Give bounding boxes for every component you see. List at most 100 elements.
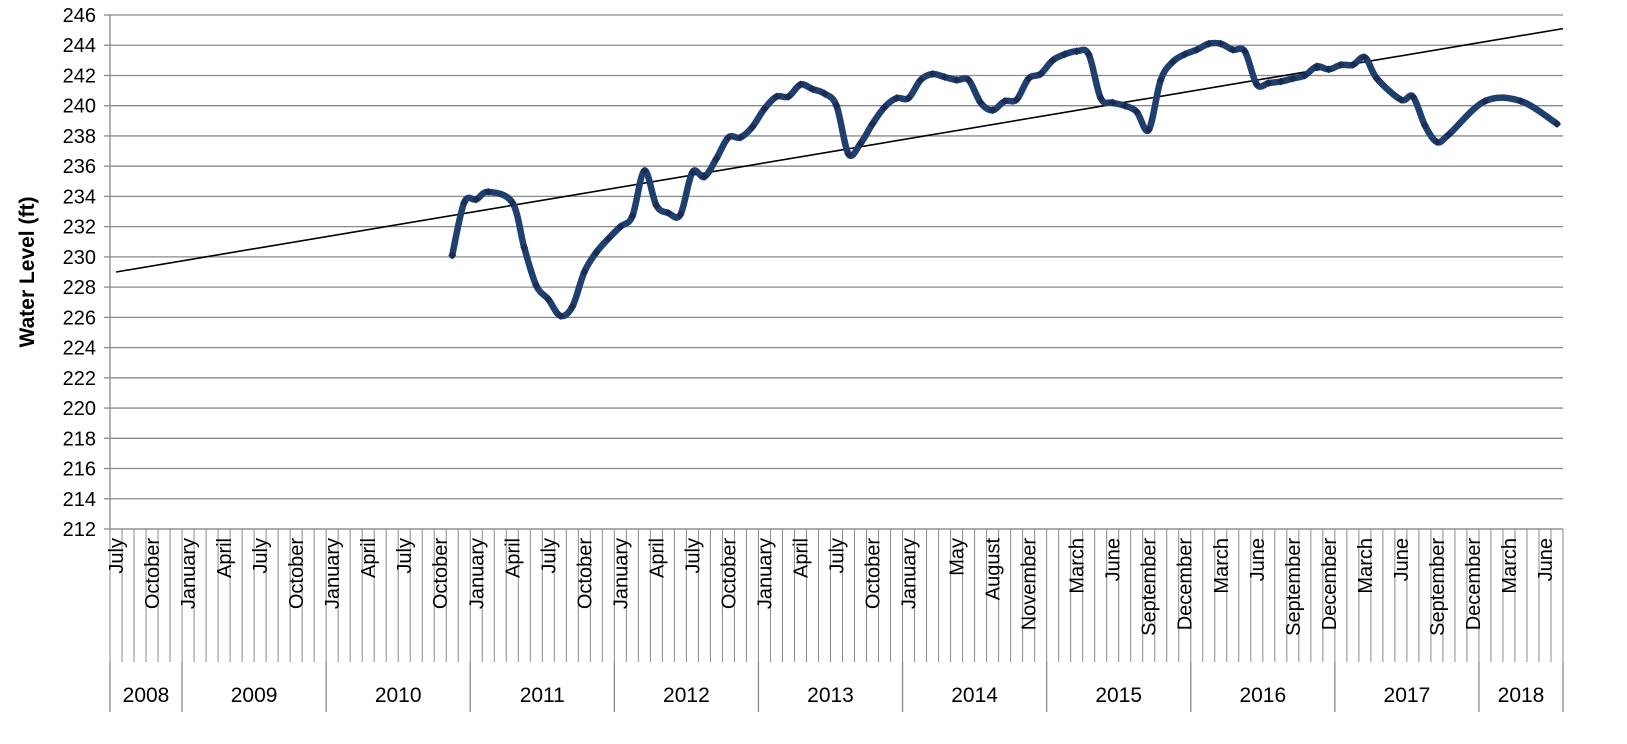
y-tick-label: 222 (63, 368, 96, 390)
x-month-label: July (827, 538, 849, 574)
data-point-marker (580, 268, 589, 276)
data-point-marker (1228, 45, 1237, 54)
x-month-label: October (863, 538, 885, 609)
data-point-marker (676, 210, 685, 219)
x-month-label: May (947, 538, 969, 576)
data-point-marker (1324, 65, 1333, 74)
data-point-marker (1396, 95, 1405, 104)
y-tick-label: 232 (63, 217, 96, 239)
y-tick-label: 234 (63, 186, 96, 208)
data-point-marker (796, 80, 805, 89)
data-point-marker (664, 209, 673, 218)
data-point-marker (1288, 74, 1297, 83)
data-point-marker (940, 72, 949, 81)
data-point-marker (916, 76, 925, 85)
data-point-marker (472, 195, 481, 204)
data-point-marker (1000, 97, 1009, 106)
x-month-label: July (538, 538, 560, 574)
data-point-marker (736, 133, 745, 142)
y-axis: 212 214 216 218 220 222 224 226 228 230 232 234 236 2… (63, 5, 111, 541)
data-point-marker (460, 198, 469, 207)
x-month-label: June (1535, 538, 1557, 581)
y-tick-label: 216 (63, 459, 96, 481)
y-tick-label: 244 (63, 35, 96, 57)
data-point-marker (1048, 56, 1057, 65)
data-point-marker (1348, 60, 1357, 69)
data-point-marker (1120, 101, 1129, 110)
data-point-marker (832, 101, 841, 110)
x-year-label: 2018 (1498, 684, 1545, 707)
x-axis: July October January April July October Januar… (106, 528, 1564, 712)
data-point-marker (1360, 53, 1369, 62)
x-month-label: April (502, 538, 524, 578)
data-point-marker (724, 133, 733, 142)
x-month-label: September (1139, 538, 1161, 636)
y-tick-label: 218 (63, 428, 96, 450)
data-point-marker (1192, 45, 1201, 54)
data-point-marker (1420, 121, 1429, 130)
data-point-marker (1072, 47, 1081, 56)
x-month-label: March (1499, 538, 1521, 594)
x-month-label: January (466, 538, 488, 609)
x-month-label: April (214, 538, 236, 578)
x-month-label: December (1175, 538, 1197, 631)
x-month-label: October (142, 538, 164, 609)
x-month-label: August (983, 538, 1005, 601)
y-tick-label: 224 (63, 338, 96, 360)
y-tick-label: 212 (63, 519, 96, 541)
x-month-label: September (1427, 538, 1449, 636)
x-month-label: April (646, 538, 668, 578)
data-point-marker (628, 212, 637, 221)
x-year-label: 2014 (951, 684, 998, 707)
data-point-marker (1432, 137, 1441, 146)
data-point-marker (772, 92, 781, 101)
data-point-marker (1180, 50, 1189, 59)
data-point-marker (568, 302, 577, 311)
x-month-label: October (286, 538, 308, 609)
data-point-marker (880, 103, 889, 112)
x-month-label: July (250, 538, 272, 574)
data-point-marker (1168, 57, 1177, 66)
data-point-marker (556, 311, 565, 320)
x-month-label: November (1019, 538, 1041, 631)
data-point-marker (604, 234, 613, 243)
data-point-marker (1372, 74, 1381, 83)
data-point-marker (1036, 69, 1045, 78)
series-line (448, 39, 1561, 320)
data-point-marker (1084, 50, 1093, 59)
data-point-marker (1024, 74, 1033, 83)
data-point-marker (904, 94, 913, 103)
data-point-marker (1156, 76, 1165, 85)
x-month-label: March (1067, 538, 1089, 594)
data-point-marker (928, 69, 937, 78)
y-tick-label: 242 (63, 65, 96, 87)
data-point-marker (748, 122, 757, 131)
x-year-label: 2013 (807, 684, 854, 707)
x-month-label: June (1391, 538, 1413, 581)
x-year-label: 2008 (123, 684, 170, 707)
data-point-marker (1336, 60, 1345, 69)
data-point-marker (988, 106, 997, 115)
data-point-marker (1552, 119, 1561, 128)
data-point-marker (1096, 94, 1105, 103)
data-point-marker (1216, 39, 1225, 48)
data-point-marker (652, 201, 661, 210)
data-point-marker (712, 154, 721, 163)
data-point-marker (964, 76, 973, 85)
data-point-marker (952, 76, 961, 85)
data-point-marker (868, 119, 877, 128)
y-tick-label: 246 (63, 5, 96, 27)
y-tick-label: 226 (63, 307, 96, 329)
x-month-label: December (1319, 538, 1341, 631)
data-point-marker (1012, 95, 1021, 104)
data-point-marker (1132, 107, 1141, 116)
data-point-marker (1060, 50, 1069, 59)
data-point-marker (844, 150, 853, 159)
data-point-marker (856, 139, 865, 148)
data-point-marker (1516, 97, 1525, 106)
x-month-label: April (791, 538, 813, 578)
x-month-label: July (394, 538, 416, 574)
horizontal-gridlines (110, 14, 1563, 530)
data-point-marker (592, 248, 601, 257)
